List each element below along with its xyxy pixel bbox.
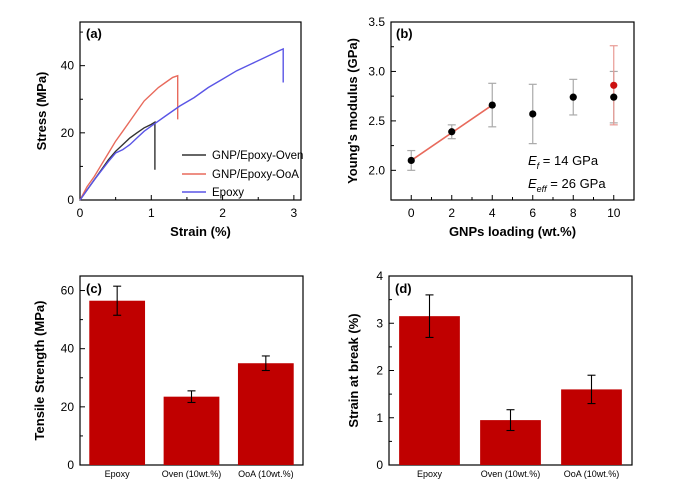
bar-epoxy [399,316,460,465]
plot-frame-a [79,21,302,201]
x-tick-label: 0 [408,206,415,220]
series-line-gnp-epoxy-oven [79,120,156,201]
x-tick-label: 3 [291,206,298,220]
y-tick-label: 40 [61,342,75,356]
x-tick-label: 2 [219,206,226,220]
data-point [610,93,618,101]
panel-b-youngs-modulus: 0 2 4 6 8 10 2.0 2.5 3.0 3.5 (b) GNPs loading (wt.%… [345,15,635,239]
y-tick-label: 3 [376,316,383,330]
plot-frame-b [390,21,635,201]
panel-a-stress-strain: 0 1 2 3 0 20 40 (a) Strain (%) Stress (MPa) GNP/Ep… [34,21,303,239]
y-tick-label: 40 [61,59,75,73]
data-point [448,128,456,136]
x-tick-label: 2 [448,206,455,220]
panel-c-tensile-strength: 0 20 40 60 Epoxy Oven (10wt.%) OoA (10wt.%) (c)… [32,275,304,479]
y-tick-label: 3.0 [368,64,385,78]
x-tick-label: 0 [77,206,84,220]
y-tick-label: 0 [376,458,383,472]
y-tick-label: 2.0 [368,163,385,177]
annotation-text: Ef = 14 GPa [528,153,599,171]
y-tick-label: 0 [67,458,74,472]
legend-entry: Epoxy [212,187,244,199]
bar-epoxy [89,300,146,465]
y-axis-title: Stress (MPa) [34,72,49,151]
category-label: Epoxy [417,469,443,479]
y-tick-label: 60 [61,284,75,298]
data-point [529,110,537,118]
y-tick-label: 0 [67,193,74,207]
annotation-text: Eeff = 26 GPa [528,176,606,194]
y-tick-label: 2 [376,364,383,378]
panel-label-c: (c) [86,281,102,296]
category-label: Oven (10wt.%) [162,469,222,479]
y-tick-label: 2.5 [368,114,385,128]
y-tick-label: 20 [61,400,75,414]
x-tick-label: 10 [607,206,621,220]
data-point [610,81,618,89]
panel-label-b: (b) [396,26,413,41]
x-tick-label: 6 [529,206,536,220]
x-axis-title: Strain (%) [170,224,231,239]
panel-d-strain-at-break: 0 1 2 3 4 Epoxy Oven (10wt.%) OoA (10wt.%) (d) St… [346,269,633,479]
data-point [488,101,496,109]
panel-label-d: (d) [395,281,412,296]
panel-label-a: (a) [86,26,102,41]
x-tick-label: 4 [489,206,496,220]
data-point [569,93,577,101]
x-tick-label: 8 [570,206,577,220]
y-tick-label: 3.5 [368,15,385,29]
bar-oven [163,396,220,465]
y-axis-title: Strain at break (%) [346,313,361,427]
y-tick-label: 4 [376,269,383,283]
series-line-epoxy [79,47,284,201]
x-tick-label: 1 [148,206,155,220]
category-label: OoA (10wt.%) [238,469,294,479]
y-axis-title: Tensile Strength (MPa) [32,301,47,441]
series-line-gnp-epoxy-ooa [79,74,179,201]
legend-entry: GNP/Epoxy-Oven [212,150,303,162]
y-tick-label: 1 [376,411,383,425]
x-axis-title: GNPs loading (wt.%) [449,224,576,239]
data-point [407,156,415,165]
category-label: Oven (10wt.%) [481,469,541,479]
y-axis-title: Young's modulus (GPa) [345,38,360,184]
bar-ooa [237,363,294,465]
y-tick-label: 20 [61,126,75,140]
legend-entry: GNP/Epoxy-OoA [212,169,299,181]
category-label: OoA (10wt.%) [564,469,620,479]
category-label: Epoxy [105,469,131,479]
